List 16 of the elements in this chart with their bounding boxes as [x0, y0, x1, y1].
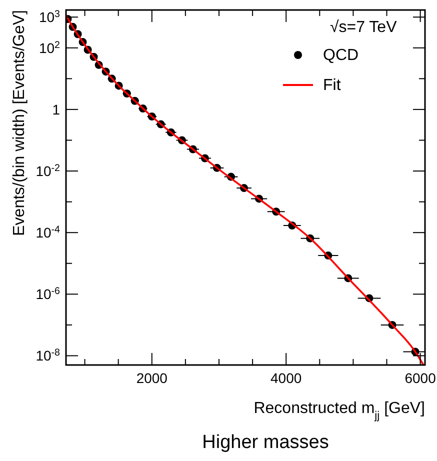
x-tick-label: 2000: [136, 370, 168, 386]
y-tick-label: 10$^{-2}$: [36, 162, 60, 180]
y-tick-label: 10$^{2}$: [38, 39, 60, 56]
y-tick-label: 10$^{-6}$: [36, 286, 61, 302]
legend-title: √s=7 TeV: [330, 19, 398, 36]
x-tick-label: 6000: [404, 370, 436, 386]
text: Higher masses: [202, 432, 329, 453]
y-axis-title: Events/(bin width) [Events/GeV]: [11, 10, 28, 236]
y-tick-label: 10$^{-4}$: [36, 224, 61, 241]
y-tick-label: 1: [52, 101, 60, 118]
x-tick-label: 4000: [270, 370, 302, 386]
x-axis-title: Reconstructed m$_{jj}$ [GeV]: [254, 400, 425, 422]
legend-label: QCD: [323, 47, 359, 64]
y-tick-label: 10$^{-8}$: [36, 347, 61, 364]
y-tick-label: 10$^{3}$: [38, 8, 61, 26]
legend-label: Fit: [323, 77, 342, 94]
